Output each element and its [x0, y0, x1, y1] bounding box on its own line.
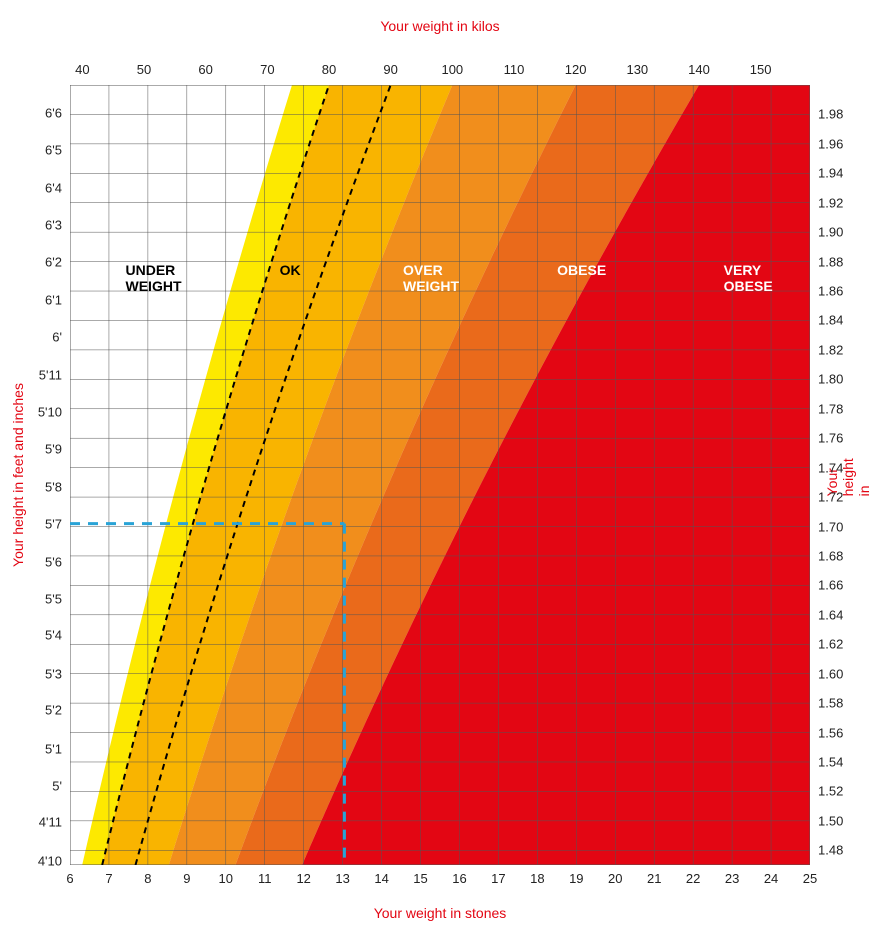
axis-tick: 18 — [530, 871, 544, 886]
axis-tick: 1.48 — [818, 843, 843, 858]
axis-tick: 1.96 — [818, 136, 843, 151]
axis-tick: 100 — [441, 62, 463, 77]
axis-tick: 60 — [198, 62, 212, 77]
axis-tick: 21 — [647, 871, 661, 886]
axis-tick: 6' — [52, 329, 62, 344]
axis-tick: 24 — [764, 871, 778, 886]
axis-tick: 1.94 — [818, 166, 843, 181]
axis-tick: 1.90 — [818, 225, 843, 240]
axis-tick: 16 — [452, 871, 466, 886]
axis-tick: 130 — [626, 62, 648, 77]
region-label: VERY OBESE — [724, 262, 773, 294]
axis-tick: 90 — [383, 62, 397, 77]
axis-tick: 1.54 — [818, 754, 843, 769]
axis-tick: 1.84 — [818, 313, 843, 328]
axis-tick: 5'7 — [45, 516, 62, 531]
axis-tick: 1.64 — [818, 607, 843, 622]
axis-tick: 5'4 — [45, 628, 62, 643]
axis-tick: 110 — [504, 62, 525, 77]
axis-tick: 1.60 — [818, 666, 843, 681]
axis-tick: 40 — [75, 62, 89, 77]
region-label: OK — [280, 262, 301, 278]
axis-tick: 6'2 — [45, 254, 62, 269]
axis-tick: 4'11 — [39, 815, 62, 830]
axis-tick: 5'2 — [45, 703, 62, 718]
axis-tick: 15 — [413, 871, 427, 886]
axis-tick: 1.50 — [818, 813, 843, 828]
axis-tick: 11 — [258, 871, 272, 886]
axis-tick: 17 — [491, 871, 505, 886]
axis-tick: 1.76 — [818, 431, 843, 446]
axis-tick: 22 — [686, 871, 700, 886]
axis-tick: 1.78 — [818, 401, 843, 416]
axis-tick: 50 — [137, 62, 151, 77]
axis-tick: 5'10 — [38, 404, 62, 419]
axis-tick: 1.92 — [818, 195, 843, 210]
axis-tick: 80 — [322, 62, 336, 77]
region-label: OBESE — [557, 262, 606, 278]
axis-tick: 13 — [335, 871, 349, 886]
axis-tick: 1.52 — [818, 784, 843, 799]
axis-title-top: Your weight in kilos — [380, 18, 499, 34]
axis-tick: 6'5 — [45, 142, 62, 157]
axis-tick: 19 — [569, 871, 583, 886]
axis-tick: 25 — [803, 871, 817, 886]
axis-title-bottom: Your weight in stones — [374, 905, 507, 921]
axis-tick: 9 — [183, 871, 190, 886]
axis-tick: 4'10 — [38, 853, 62, 868]
axis-tick: 5' — [52, 778, 62, 793]
axis-tick: 6'3 — [45, 217, 62, 232]
axis-tick: 8 — [144, 871, 151, 886]
chart-svg — [70, 85, 810, 865]
axis-tick: 1.58 — [818, 696, 843, 711]
axis-tick: 1.80 — [818, 372, 843, 387]
axis-tick: 6 — [66, 871, 73, 886]
axis-tick: 5'3 — [45, 666, 62, 681]
axis-tick: 14 — [374, 871, 388, 886]
axis-tick: 5'6 — [45, 554, 62, 569]
axis-tick: 1.88 — [818, 254, 843, 269]
chart-plot-area: UNDER WEIGHT OK OVER WEIGHT OBESE VERY OBESE — [70, 85, 810, 865]
axis-tick: 12 — [296, 871, 310, 886]
axis-tick: 1.68 — [818, 548, 843, 563]
axis-tick: 5'5 — [45, 591, 62, 606]
region-label: UNDER WEIGHT — [126, 262, 182, 294]
axis-tick: 1.62 — [818, 637, 843, 652]
axis-tick: 1.56 — [818, 725, 843, 740]
axis-tick: 1.86 — [818, 284, 843, 299]
axis-tick: 6'6 — [45, 105, 62, 120]
axis-tick: 23 — [725, 871, 739, 886]
axis-tick: 6'4 — [45, 181, 62, 196]
axis-tick: 20 — [608, 871, 622, 886]
axis-tick: 5'11 — [39, 367, 62, 382]
axis-tick: 7 — [105, 871, 112, 886]
axis-tick: 5'9 — [45, 441, 62, 456]
axis-tick: 1.74 — [818, 460, 843, 475]
axis-tick: 5'1 — [45, 741, 62, 756]
region-label: OVER WEIGHT — [403, 262, 459, 294]
axis-tick: 70 — [260, 62, 274, 77]
axis-tick: 1.72 — [818, 490, 843, 505]
axis-tick: 5'8 — [45, 479, 62, 494]
axis-tick: 120 — [565, 62, 587, 77]
axis-tick: 10 — [219, 871, 233, 886]
axis-title-left: Your height in feet and inches — [10, 383, 26, 567]
axis-tick: 1.66 — [818, 578, 843, 593]
axis-tick: 1.70 — [818, 519, 843, 534]
axis-tick: 1.98 — [818, 107, 843, 122]
axis-tick: 1.82 — [818, 342, 843, 357]
axis-tick: 140 — [688, 62, 710, 77]
axis-tick: 150 — [750, 62, 772, 77]
axis-tick: 6'1 — [45, 292, 62, 307]
